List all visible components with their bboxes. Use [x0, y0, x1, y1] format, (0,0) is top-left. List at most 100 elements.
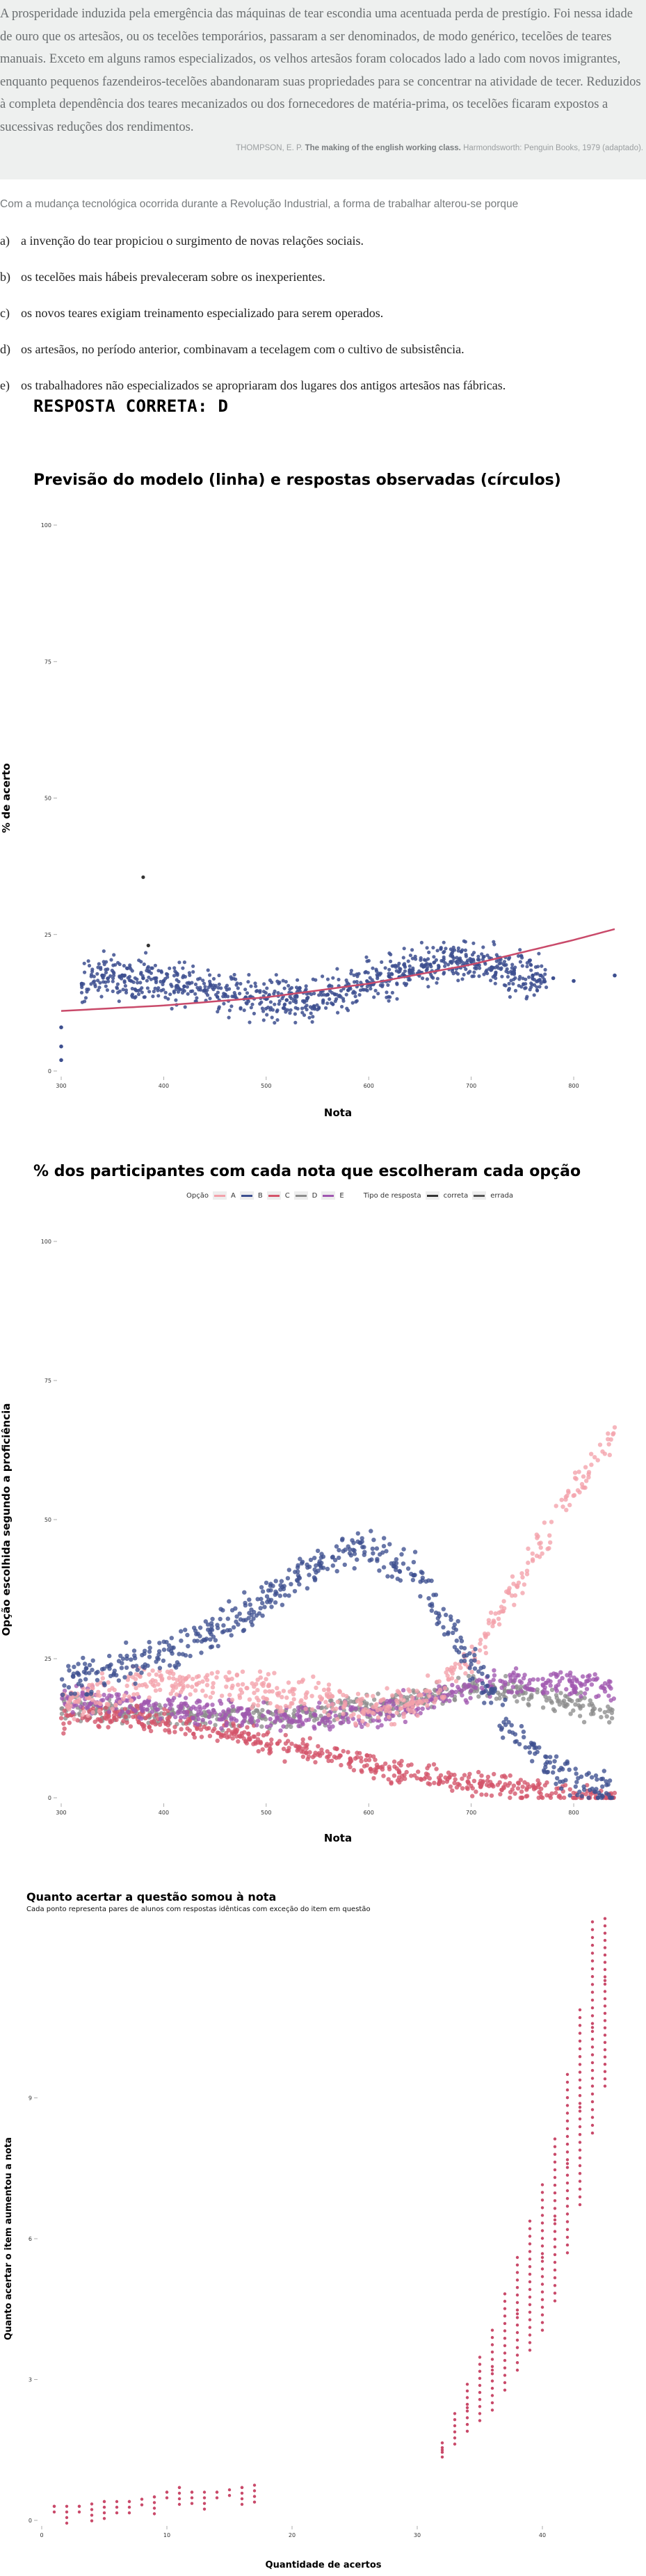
- chart2-point-a: [586, 1475, 591, 1480]
- chart2-point-c: [233, 1730, 239, 1735]
- chart1-point: [537, 951, 541, 956]
- chart2-point-b: [391, 1561, 396, 1565]
- option-a[interactable]: a) a invenção do tear propiciou o surgime…: [0, 234, 364, 248]
- y-tick-label: 0: [29, 2518, 32, 2524]
- chart2-point-a: [436, 1690, 441, 1696]
- chart2-point-e: [447, 1698, 452, 1703]
- chart3-point: [465, 2383, 469, 2386]
- chart2-point-b: [426, 1596, 431, 1601]
- chart3-point: [553, 2260, 557, 2264]
- chart1-point: [177, 987, 181, 991]
- chart1-point: [520, 956, 524, 960]
- chart2-point-a: [266, 1672, 271, 1677]
- chart2-point-c: [316, 1744, 321, 1749]
- chart1-point: [383, 966, 387, 970]
- chart2-point-a: [122, 1693, 127, 1698]
- chart2-point-c: [61, 1731, 66, 1736]
- chart2-point-b: [551, 1770, 556, 1775]
- chart2-point-e: [191, 1715, 196, 1721]
- chart2-point-c: [245, 1725, 250, 1730]
- chart1-point: [333, 999, 337, 1004]
- chart2-point-a: [106, 1702, 111, 1707]
- chart2-point-b: [452, 1622, 458, 1627]
- chart2-point-a: [538, 1545, 543, 1550]
- chart3-point: [565, 2150, 570, 2154]
- chart3-point: [590, 2014, 595, 2018]
- chart2-point-b: [382, 1536, 387, 1540]
- chart2-point-b: [298, 1556, 302, 1561]
- chart2-point-b: [577, 1789, 582, 1794]
- chart2-point-b: [325, 1566, 330, 1572]
- chart2-point-b: [501, 1735, 506, 1740]
- chart1-point: [380, 960, 384, 964]
- chart2-point-c: [192, 1735, 197, 1740]
- chart3-point: [578, 2047, 582, 2051]
- chart1-point: [138, 981, 143, 985]
- chart2-point-c: [134, 1703, 139, 1708]
- chart1-point: [458, 960, 462, 965]
- chart2-point-b: [467, 1677, 472, 1682]
- option-c[interactable]: c) os novos teares exigiam treinamento es…: [0, 306, 383, 321]
- chart2-point-d: [291, 1712, 296, 1716]
- chart2-point-a: [376, 1715, 381, 1720]
- chart1-point: [502, 983, 507, 987]
- chart2-point-b: [169, 1636, 174, 1641]
- y-axis-label: Quanto acertar o item aumentou a nota: [3, 2137, 14, 2340]
- chart2-point-c: [452, 1772, 457, 1778]
- chart1-point: [331, 976, 335, 980]
- chart1-point: [337, 977, 341, 982]
- chart2-point-a: [97, 1709, 102, 1714]
- citation: THOMPSON, E. P. The making of the englis…: [236, 144, 643, 152]
- chart3-point: [478, 2398, 482, 2401]
- chart1-point: [483, 962, 487, 966]
- chart2-point-c: [519, 1795, 524, 1801]
- chart2-point-a: [95, 1682, 100, 1687]
- chart1-point: [296, 1006, 300, 1011]
- chart2-point-b: [337, 1555, 341, 1561]
- chart1-point: [106, 979, 111, 983]
- chart2-point-e: [79, 1693, 84, 1698]
- chart2-point-b: [462, 1645, 467, 1651]
- chart1-point: [305, 992, 309, 996]
- chart2-point-b: [599, 1793, 604, 1798]
- chart2-point-c: [524, 1787, 529, 1792]
- chart2-point-a: [526, 1560, 531, 1565]
- chart2-point-a: [275, 1686, 280, 1691]
- chart2-point-b: [355, 1539, 360, 1544]
- chart1-point: [239, 981, 243, 986]
- chart2-point-c: [397, 1780, 402, 1785]
- chart1-point: [510, 966, 514, 970]
- chart2-point-e: [388, 1698, 393, 1703]
- chart1-point: [325, 992, 330, 997]
- chart2-point-c: [400, 1773, 405, 1778]
- chart2-point-a: [252, 1691, 257, 1696]
- chart2-point-e: [432, 1705, 437, 1710]
- chart1-point: [261, 1009, 266, 1013]
- chart2-point-a: [309, 1693, 314, 1698]
- chart3-point: [578, 2070, 582, 2074]
- chart2-point-b: [370, 1546, 375, 1552]
- option-e[interactable]: e) os trabalhadores não especializados se…: [0, 378, 506, 393]
- chart2-point-c: [258, 1741, 264, 1746]
- chart2-point-e: [460, 1693, 465, 1698]
- chart2-point-e: [241, 1718, 246, 1723]
- chart2-point-a: [286, 1680, 291, 1685]
- chart2-point-b: [430, 1604, 435, 1609]
- chart2-point-b: [216, 1643, 220, 1649]
- chart2-point-c: [300, 1754, 306, 1760]
- chart3-point: [503, 2388, 507, 2392]
- citation-author: THOMPSON, E. P.: [236, 144, 303, 152]
- chart2-point-c: [313, 1760, 318, 1765]
- chart1-point: [374, 967, 378, 972]
- option-d[interactable]: d) os artesãos, no período anterior, comb…: [0, 342, 465, 357]
- chart2-point-a: [81, 1686, 86, 1691]
- option-b[interactable]: b) os tecelões mais hábeis prevaleceram s…: [0, 270, 325, 284]
- chart1-point: [435, 976, 440, 981]
- chart2-point-a: [330, 1702, 335, 1707]
- chart1-point: [476, 954, 481, 958]
- chart2-point-b: [84, 1666, 89, 1671]
- chart2-point-b: [166, 1643, 172, 1648]
- chart3-point: [65, 2504, 69, 2508]
- chart1-point: [359, 981, 363, 985]
